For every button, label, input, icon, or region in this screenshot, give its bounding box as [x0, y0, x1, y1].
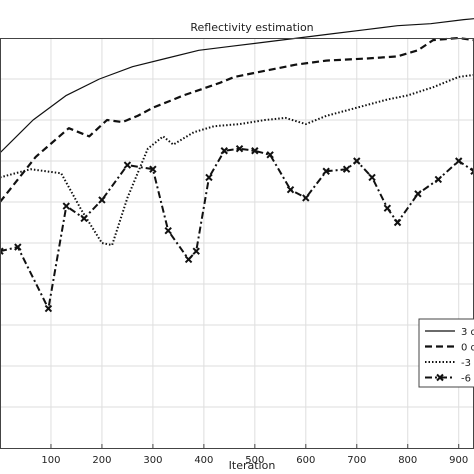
- series-marker: [434, 175, 443, 184]
- series-line-3: [0, 147, 474, 310]
- legend-marker: [436, 373, 444, 382]
- series-line-0: [0, 18, 474, 154]
- grid: [0, 38, 474, 448]
- series-marker: [342, 165, 351, 173]
- series-marker: [302, 194, 310, 202]
- series-marker: [164, 226, 172, 235]
- legend: 3 d 0 d -3 -6: [418, 318, 474, 388]
- series-marker: [368, 173, 376, 182]
- series-marker: [455, 157, 463, 165]
- series-marker: [251, 147, 259, 155]
- x-ticks: 100 200 300 400 500 600 700 800 900: [41, 444, 468, 466]
- legend-label-3: -6: [461, 374, 471, 385]
- series-line-1: [0, 36, 474, 203]
- series-marker: [470, 167, 474, 175]
- legend-label-2: -3: [461, 358, 471, 369]
- series-marker: [44, 304, 53, 313]
- series-marker: [266, 151, 274, 159]
- legend-box: [418, 318, 474, 388]
- series-marker: [192, 247, 200, 255]
- x-tick-label: 500: [245, 455, 264, 466]
- legend-label-0: 3 d: [461, 327, 474, 338]
- series-marker: [184, 255, 193, 264]
- series-line-2: [0, 73, 474, 247]
- series-marker: [414, 190, 422, 198]
- series-marker: [353, 157, 361, 165]
- series-marker: [220, 147, 228, 155]
- x-tick-label: 600: [296, 455, 315, 466]
- series-marker: [98, 196, 106, 204]
- series-marker: [80, 214, 88, 223]
- x-tick-label: 800: [398, 455, 417, 466]
- legend-label-1: 0 d: [461, 343, 474, 354]
- series-marker: [149, 165, 157, 173]
- series-group: [0, 18, 474, 313]
- x-tick-label: 900: [449, 455, 468, 466]
- series-marker: [286, 185, 295, 194]
- x-tick-label: 300: [143, 455, 162, 466]
- chart-title: Reflectivity estimation: [190, 21, 313, 34]
- series-marker: [205, 173, 213, 182]
- series-marker: [322, 167, 330, 175]
- series-marker: [62, 202, 70, 210]
- series-marker: [14, 243, 22, 251]
- x-tick-label: 200: [92, 455, 111, 466]
- series-marker: [393, 218, 402, 227]
- x-tick-label: 400: [194, 455, 213, 466]
- x-axis-label: Iteration: [229, 459, 276, 472]
- series-marker: [383, 204, 392, 212]
- x-tick-label: 700: [347, 455, 366, 466]
- series-marker: [235, 144, 244, 153]
- series-marker: [0, 247, 4, 255]
- x-tick-label: 100: [41, 455, 60, 466]
- series-marker: [123, 161, 132, 169]
